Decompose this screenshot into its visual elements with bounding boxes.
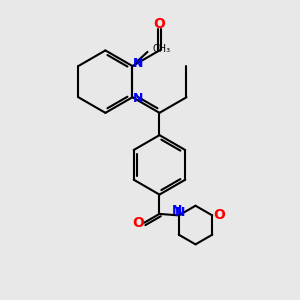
Text: O: O (154, 17, 165, 31)
Text: O: O (213, 208, 225, 222)
Text: CH₃: CH₃ (152, 44, 170, 54)
Text: N: N (172, 203, 182, 217)
Text: N: N (175, 206, 185, 219)
Text: N: N (133, 92, 143, 105)
Text: O: O (133, 216, 145, 230)
Text: N: N (133, 57, 143, 70)
